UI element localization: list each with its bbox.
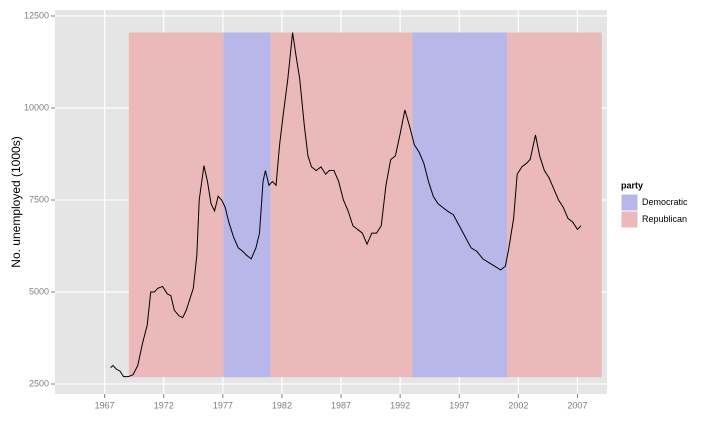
legend-label: Republican — [642, 214, 687, 224]
x-tick-label: 1972 — [154, 400, 174, 410]
y-tick-label: 2500 — [29, 378, 49, 388]
x-tick-label: 1987 — [331, 400, 351, 410]
x-tick-label: 1992 — [390, 400, 410, 410]
party-period — [223, 32, 271, 378]
y-axis-title: No. unemployed (1000s) — [9, 136, 23, 267]
party-period — [412, 32, 508, 378]
unemployment-line — [110, 32, 582, 378]
legend-label: Democratic — [642, 197, 688, 207]
legend-key — [620, 210, 639, 229]
x-tick-label: 2002 — [508, 400, 528, 410]
y-tick-label: 7500 — [29, 194, 49, 204]
party-period — [128, 32, 224, 378]
x-tick-label: 1967 — [95, 400, 115, 410]
y-tick-label: 10000 — [24, 102, 49, 112]
y-tick-label: 5000 — [29, 286, 49, 296]
legend-key — [620, 193, 639, 212]
party-period — [270, 32, 413, 378]
x-tick-label: 1982 — [272, 400, 292, 410]
x-tick-label: 1997 — [449, 400, 469, 410]
y-tick-label: 12500 — [24, 10, 49, 20]
x-tick-label: 2007 — [567, 400, 587, 410]
party-period — [507, 32, 602, 378]
legend-title: party — [621, 180, 643, 190]
x-tick-label: 1977 — [213, 400, 233, 410]
